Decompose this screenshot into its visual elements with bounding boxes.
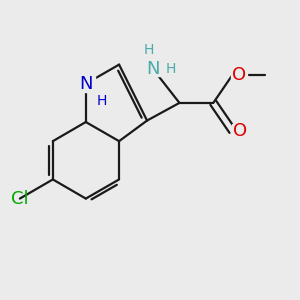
Text: O: O: [232, 66, 246, 84]
Text: N: N: [79, 75, 93, 93]
Bar: [141, 62, 165, 76]
Text: H: H: [97, 94, 107, 108]
Bar: [232, 124, 248, 138]
Bar: [77, 76, 94, 92]
Text: O: O: [233, 122, 247, 140]
Bar: [231, 68, 247, 82]
Text: Cl: Cl: [11, 190, 29, 208]
Text: H: H: [165, 62, 176, 76]
Text: H: H: [143, 43, 154, 57]
Text: N: N: [146, 60, 160, 78]
